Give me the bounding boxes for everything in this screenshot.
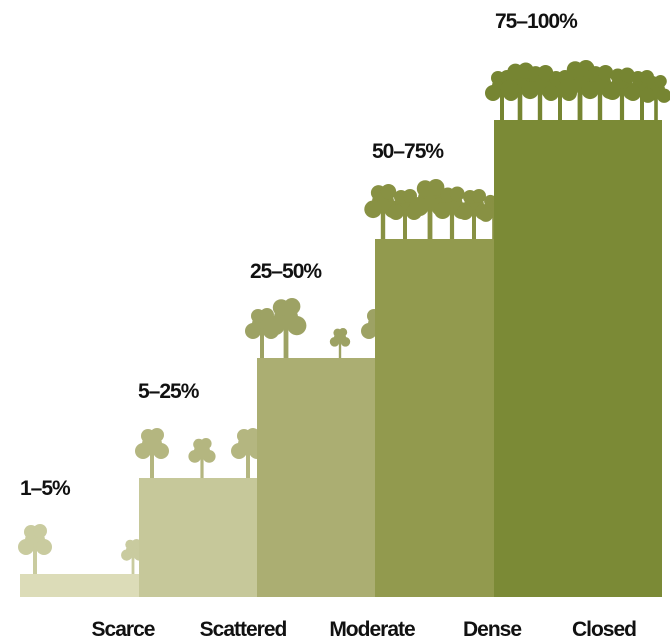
category-label: Scarce [92, 618, 155, 641]
tree-icon [18, 524, 52, 574]
tree-icon [188, 438, 215, 478]
tree-icon [135, 428, 169, 478]
category-label: Dense [463, 618, 521, 641]
tree-icon [266, 298, 307, 358]
category-label: Scattered [200, 618, 287, 641]
category-label: Closed [572, 618, 636, 641]
canopy-diagram: 1–5% Scarce 5–25% Scattered 25–50% Moderate 50… [0, 0, 670, 642]
range-label: 1–5% [20, 477, 71, 500]
category-label: Moderate [329, 618, 415, 641]
range-label: 5–25% [138, 380, 200, 403]
range-label: 25–50% [250, 260, 322, 283]
tree-icon [330, 328, 350, 358]
step [494, 120, 662, 597]
range-label: 75–100% [495, 10, 578, 33]
range-label: 50–75% [372, 140, 444, 163]
